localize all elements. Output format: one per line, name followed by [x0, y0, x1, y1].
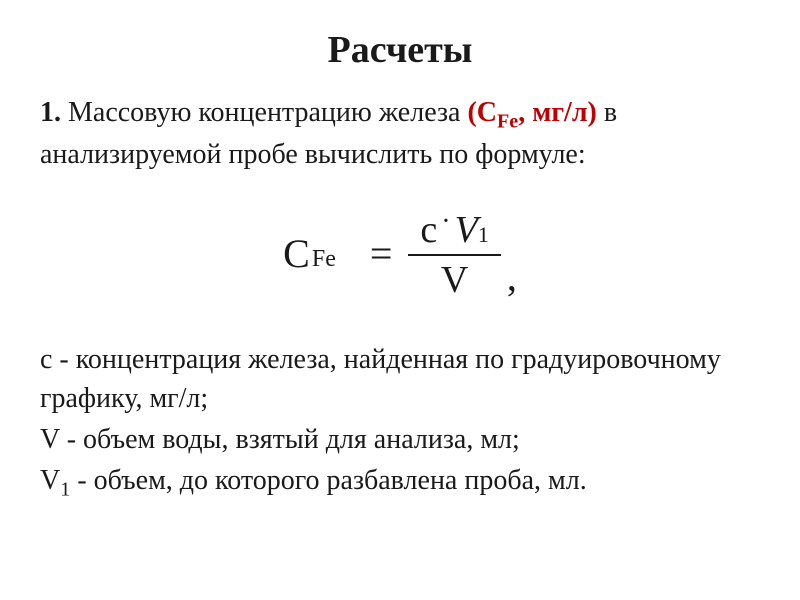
denominator-v: V: [441, 258, 468, 302]
multiply-dot: ·: [441, 206, 450, 238]
definition-v: V - объем воды, взятый для анализа, мл;: [40, 420, 760, 459]
numerator-c: c: [420, 208, 437, 252]
def-v1-symbol: V: [40, 465, 60, 496]
definition-v1: V1 - объем, до которого разбавлена проба…: [40, 461, 760, 504]
formula: C Fe = c · V 1 V ,: [283, 204, 517, 304]
numerator-v: V: [455, 208, 478, 252]
definitions-block: с - концентрация железа, найденная по гр…: [40, 340, 760, 504]
intro-text-before: Массовую концентрацию железа: [61, 97, 467, 128]
lhs-subscript: Fe: [312, 246, 336, 273]
formula-container: C Fe = c · V 1 V ,: [40, 204, 760, 304]
symbol-rest: , мг/л): [518, 97, 597, 128]
numerator-subscript: 1: [478, 222, 489, 248]
page-title: Расчеты: [40, 28, 760, 72]
formula-comma: ,: [507, 253, 517, 300]
denominator: V: [429, 256, 480, 304]
symbol-open: (С: [467, 97, 497, 128]
item-number: 1.: [40, 97, 61, 128]
symbol-subscript: Fe: [497, 111, 518, 133]
def-v1-subscript: 1: [60, 479, 70, 501]
def-v1-text: - объем, до которого разбавлена проба, м…: [70, 465, 586, 496]
intro-paragraph: 1. Массовую концентрацию железа (СFe, мг…: [40, 94, 760, 174]
lhs-symbol: C: [283, 230, 310, 277]
fraction: c · V 1 V: [408, 204, 500, 304]
formula-lhs: C Fe: [283, 230, 336, 277]
equals-sign: =: [370, 230, 393, 277]
numerator: c · V 1: [408, 204, 500, 254]
definition-c: с - концентрация железа, найденная по гр…: [40, 340, 760, 418]
